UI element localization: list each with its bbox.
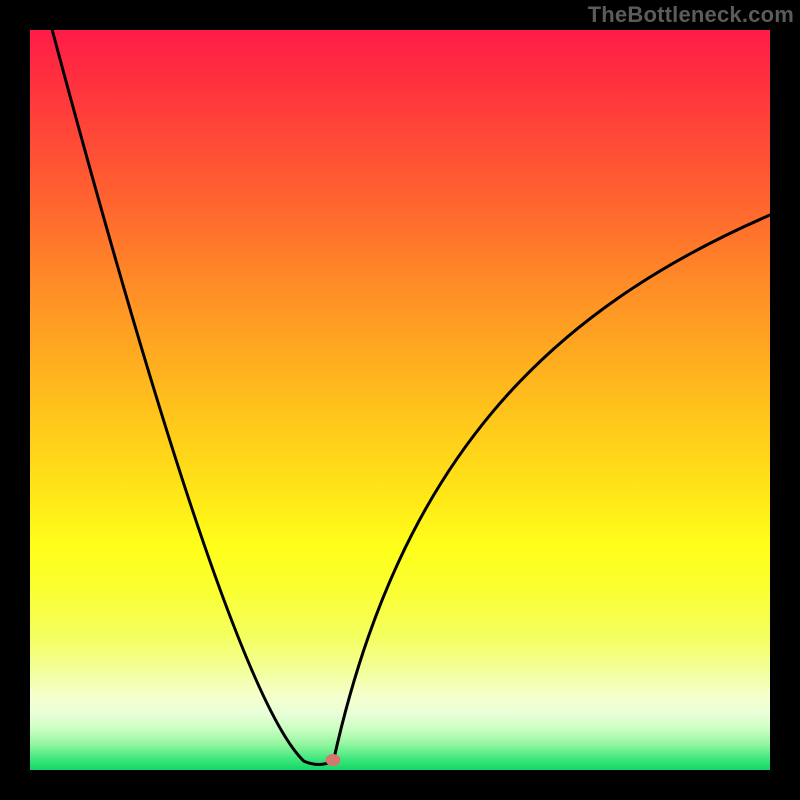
- bottleneck-curve: [30, 30, 770, 770]
- outer-frame: TheBottleneck.com: [0, 0, 800, 800]
- optimum-marker: [326, 754, 341, 766]
- plot-area: [30, 30, 770, 770]
- watermark-text: TheBottleneck.com: [588, 2, 794, 28]
